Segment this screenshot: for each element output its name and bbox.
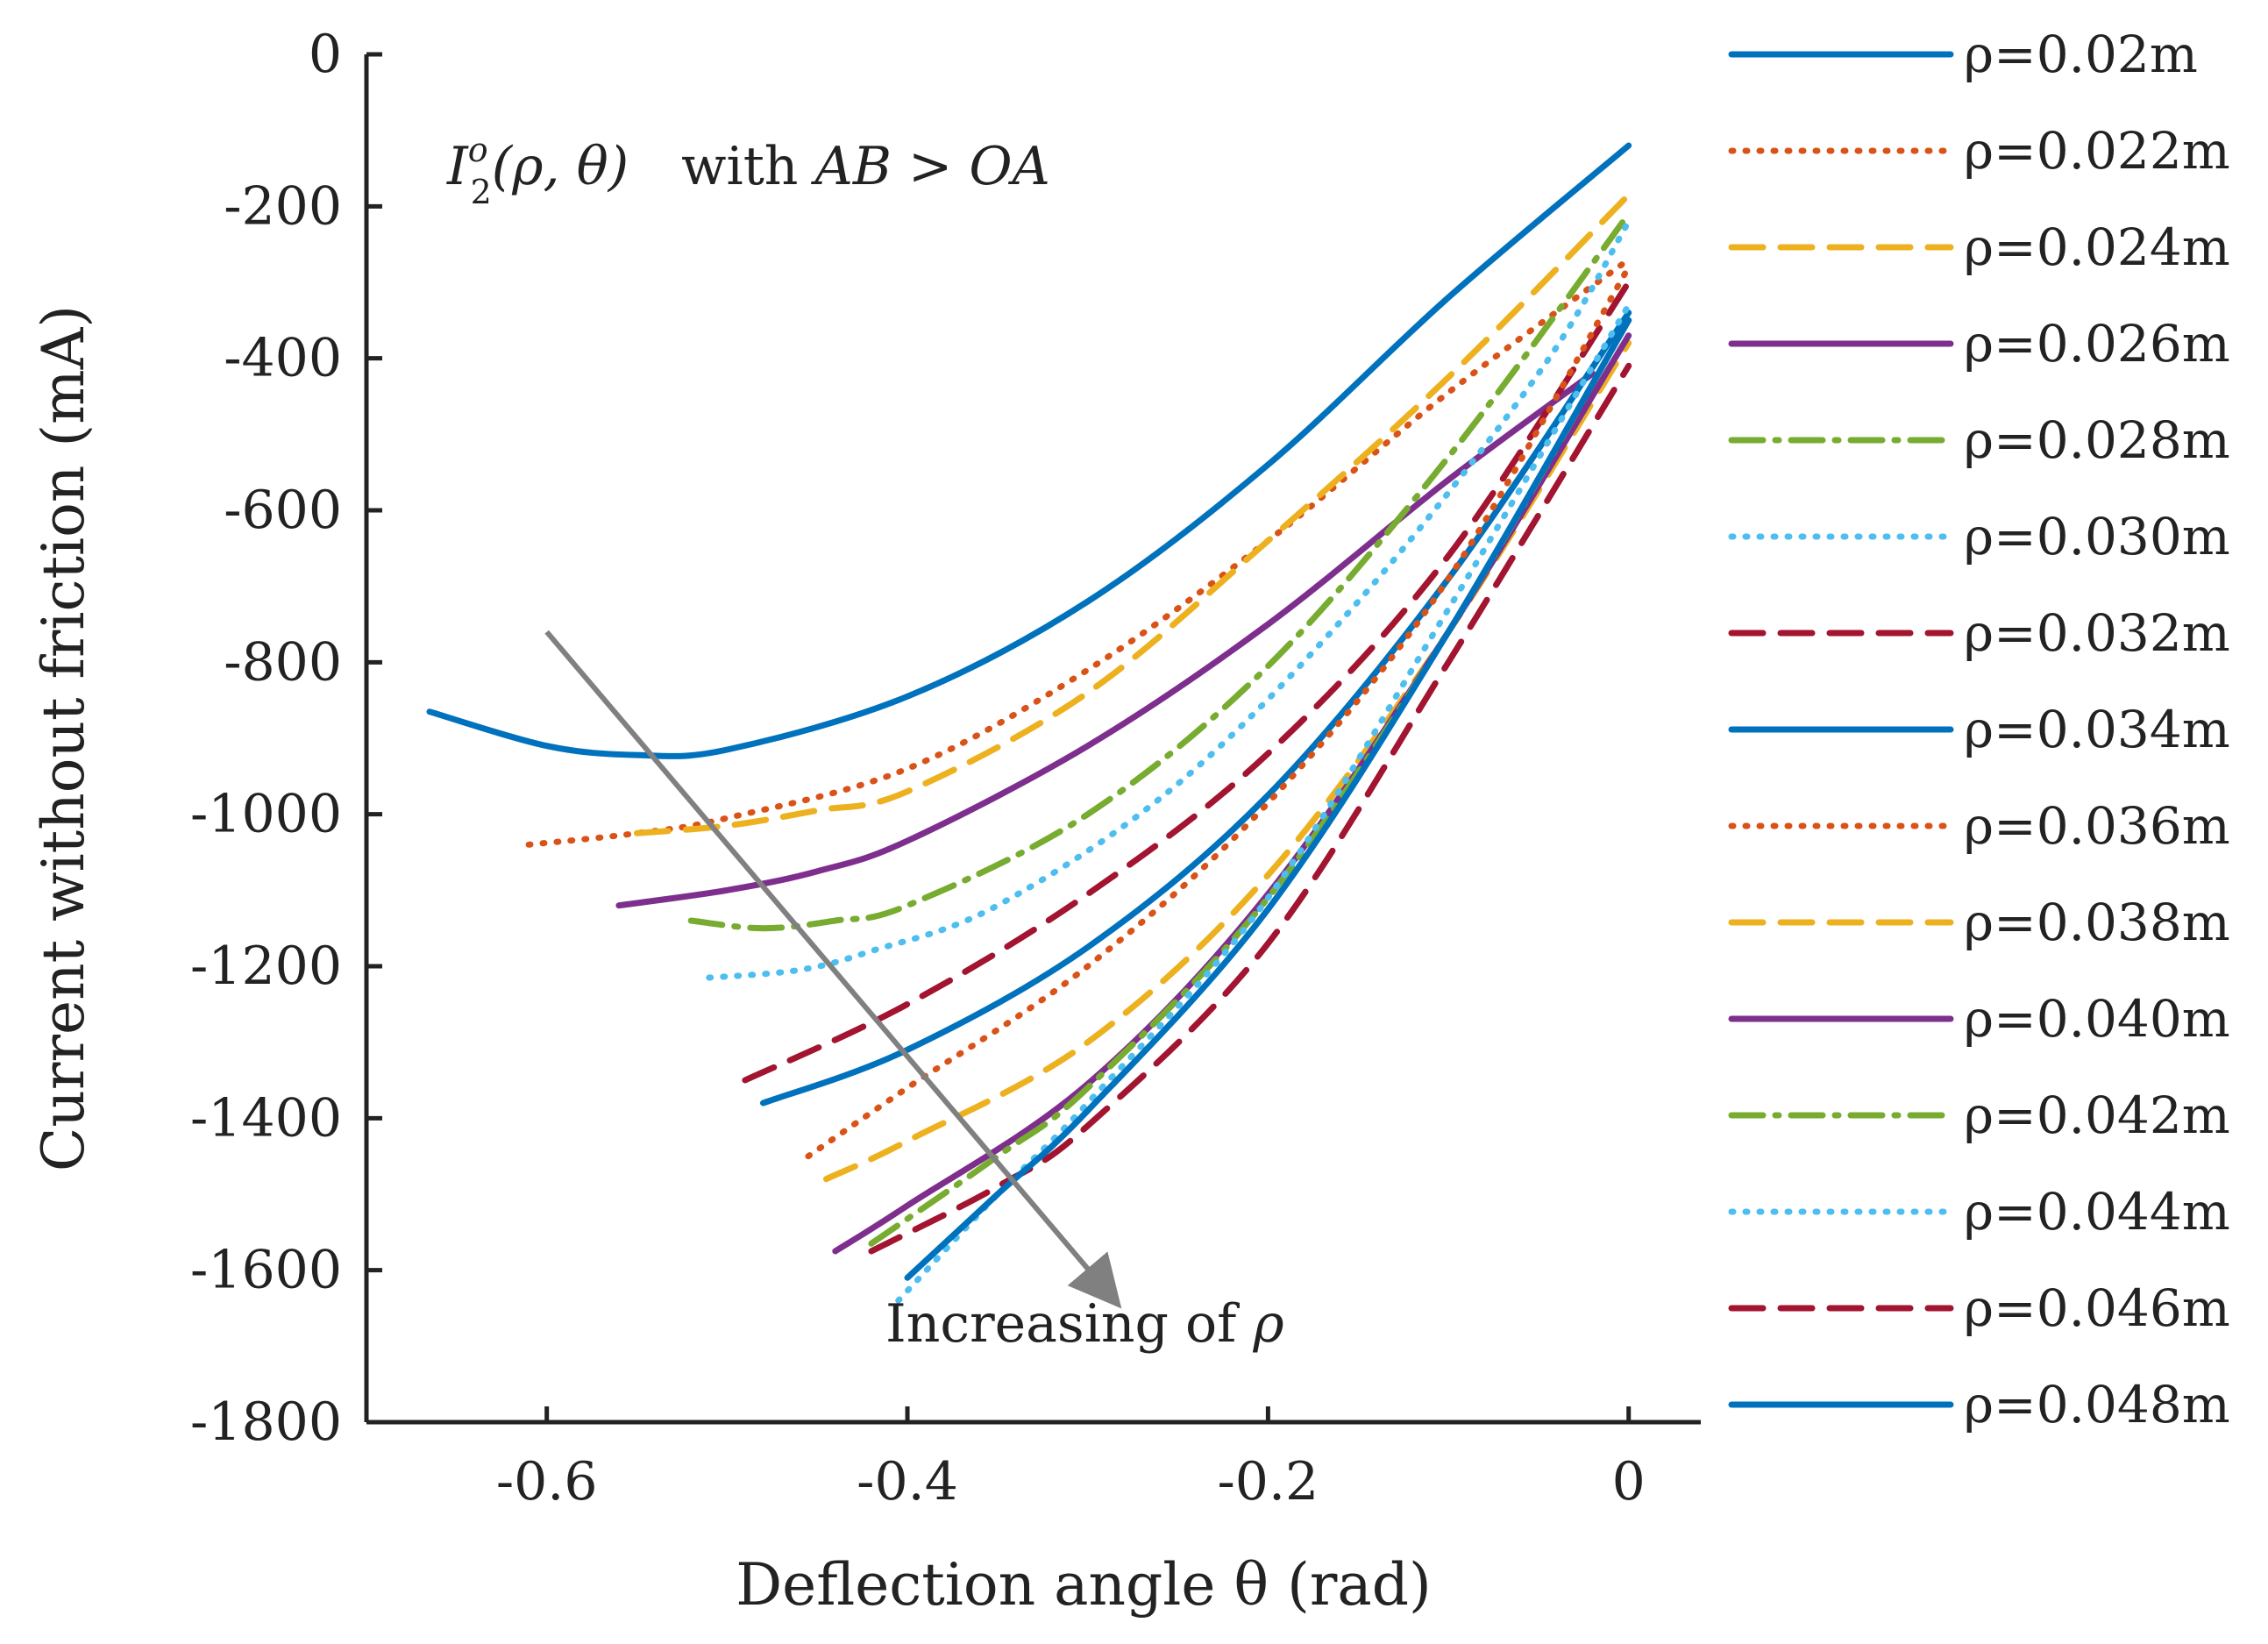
formula-args: (ρ, θ): [492, 136, 629, 197]
formula-with: with: [681, 136, 814, 197]
x-axis-title-text: Deflection angle θ (rad): [736, 1551, 1431, 1619]
series-line-15: [904, 317, 1632, 1281]
y-tick-label: -600: [224, 480, 342, 541]
legend-label: ρ=0.040m: [1964, 989, 2230, 1049]
y-tick-label: -1600: [190, 1240, 342, 1301]
legend-label: ρ=0.02m: [1964, 25, 2198, 84]
legend-label: ρ=0.028m: [1964, 410, 2230, 470]
axes: [364, 54, 1701, 1425]
y-tick-label: -1800: [190, 1391, 342, 1453]
legend: ρ=0.02m ρ=0.022m ρ=0.024m ρ=0.026m ρ=0.028m ρ…: [1728, 25, 2230, 1434]
y-tick-label: -400: [224, 328, 342, 389]
series-line-3: [634, 191, 1632, 836]
increasing-rho-label-symbol: ρ: [1252, 1293, 1283, 1355]
y-ticks: 0 -200 -400 -600 -800 -1000 -1200 -1400 -1600 -18…: [190, 24, 382, 1453]
legend-label: ρ=0.034m: [1964, 700, 2230, 759]
legend-label: ρ=0.042m: [1964, 1085, 2230, 1145]
series-line-2: [525, 256, 1632, 848]
series-line-8: [760, 310, 1632, 1107]
formula-annotation: Io 2(ρ, θ) with AB > OA: [446, 131, 1050, 211]
x-axis-title: Deflection angle θ (rad): [736, 1551, 1431, 1619]
increasing-rho-arrow: [544, 630, 1122, 1309]
x-tick-label: -0.2: [1218, 1451, 1319, 1512]
legend-label: ρ=0.048m: [1964, 1375, 2230, 1434]
y-tick-label: -1200: [190, 936, 342, 997]
y-tick-label: -800: [224, 631, 342, 693]
legend-label: ρ=0.036m: [1964, 796, 2230, 856]
series-line-9: [805, 264, 1632, 1160]
x-ticks: -0.6 -0.4 -0.2 0: [496, 1406, 1646, 1512]
y-tick-label: -1000: [190, 784, 342, 845]
y-tick-label: -1400: [190, 1087, 342, 1149]
legend-label: ρ=0.032m: [1964, 603, 2230, 663]
legend-label: ρ=0.026m: [1964, 314, 2230, 374]
series-line-6: [706, 218, 1632, 981]
legend-label: ρ=0.046m: [1964, 1278, 2230, 1338]
legend-label: ρ=0.030m: [1964, 507, 2230, 566]
legend-label: ρ=0.038m: [1964, 893, 2230, 952]
plot-series: [426, 142, 1632, 1304]
series-line-1: [426, 142, 1632, 760]
y-axis-title: Current without friction (mA): [30, 305, 97, 1171]
formula-condition: AB > OA: [811, 136, 1050, 197]
y-tick-label: 0: [309, 24, 342, 85]
x-tick-label: -0.4: [857, 1451, 958, 1512]
legend-label: ρ=0.024m: [1964, 217, 2230, 277]
formula-symbol: I: [446, 136, 469, 197]
increasing-rho-label-text: Increasing of: [885, 1293, 1253, 1355]
increasing-rho-label: Increasing of ρ: [885, 1293, 1284, 1355]
series-line-5: [687, 210, 1632, 932]
legend-label: ρ=0.022m: [1964, 121, 2230, 181]
y-tick-label: -200: [224, 175, 342, 237]
series-line-7: [742, 279, 1632, 1084]
formula-subscript: 2: [471, 173, 492, 211]
formula-superscript: o: [468, 131, 488, 169]
x-tick-label: 0: [1612, 1451, 1646, 1512]
series-line-13: [895, 302, 1632, 1304]
legend-label: ρ=0.044m: [1964, 1182, 2230, 1242]
x-tick-label: -0.6: [496, 1451, 598, 1512]
series-line-14: [868, 362, 1632, 1255]
